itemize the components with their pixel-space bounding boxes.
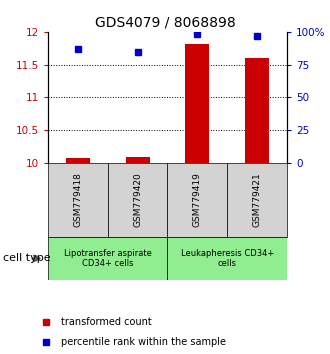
Bar [168, 237, 287, 280]
Bar [108, 163, 167, 237]
Bar [66, 158, 90, 163]
Text: GSM779418: GSM779418 [73, 172, 82, 228]
Bar [185, 44, 209, 163]
Bar [245, 58, 269, 163]
Text: Leukapheresis CD34+
cells: Leukapheresis CD34+ cells [181, 249, 274, 268]
Bar [48, 237, 168, 280]
Bar [168, 163, 227, 237]
Text: cell type: cell type [3, 253, 51, 263]
Text: GSM779421: GSM779421 [253, 173, 262, 227]
Text: Lipotransfer aspirate
CD34+ cells: Lipotransfer aspirate CD34+ cells [64, 249, 151, 268]
Bar [126, 157, 149, 163]
Text: GSM779419: GSM779419 [193, 172, 202, 228]
Text: transformed count: transformed count [61, 318, 152, 327]
Text: GSM779420: GSM779420 [133, 173, 142, 227]
Bar [48, 163, 108, 237]
Text: percentile rank within the sample: percentile rank within the sample [61, 337, 226, 347]
Text: GDS4079 / 8068898: GDS4079 / 8068898 [95, 16, 235, 30]
Bar [227, 163, 287, 237]
